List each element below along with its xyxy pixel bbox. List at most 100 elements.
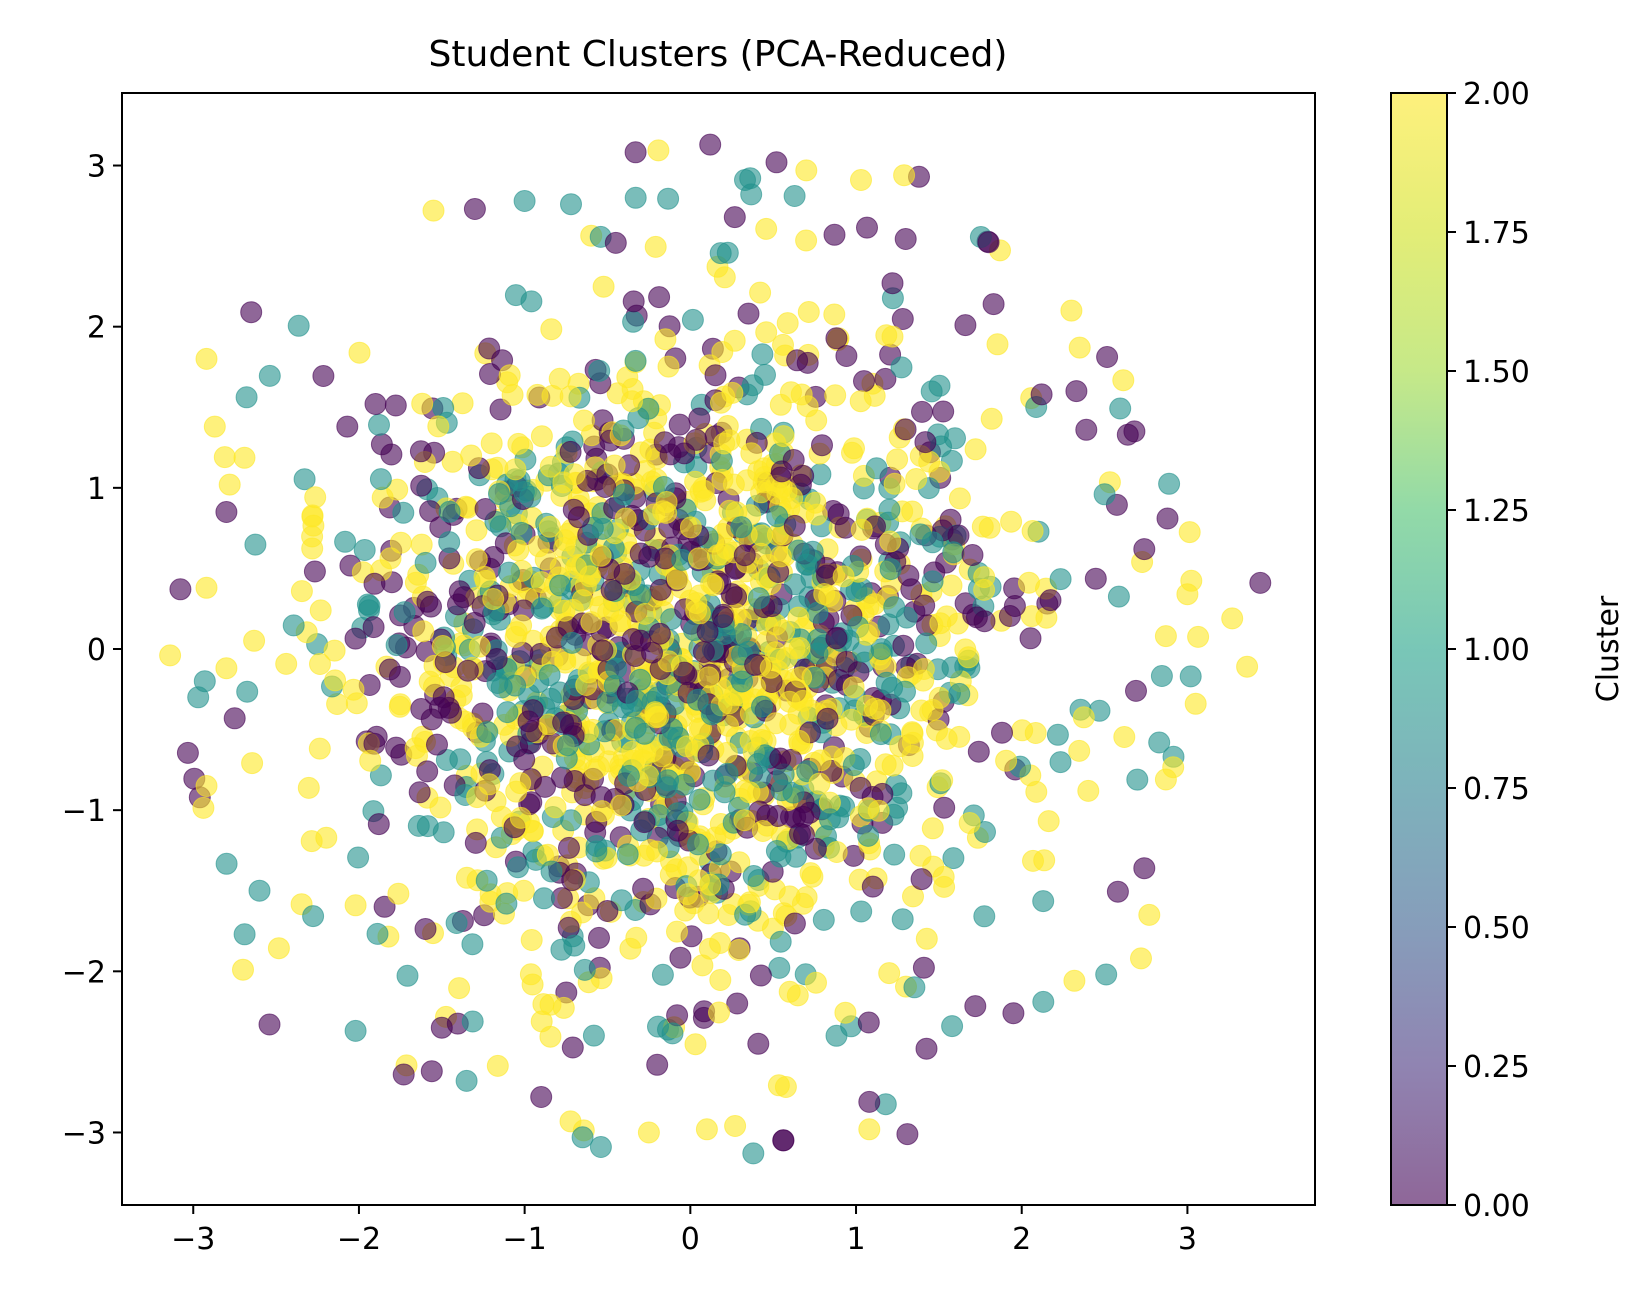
scatter-point: [825, 327, 848, 350]
scatter-point: [1221, 607, 1244, 630]
scatter-point: [883, 843, 906, 866]
scatter-point: [834, 1001, 857, 1024]
scatter-point: [958, 812, 981, 834]
scatter-point: [380, 443, 403, 466]
scatter-point: [770, 460, 793, 483]
scatter-point: [561, 869, 584, 892]
x-tick-label: −2: [337, 1222, 381, 1257]
scatter-point: [600, 579, 623, 601]
scatter-point: [534, 548, 557, 571]
scatter-point: [964, 438, 987, 461]
scatter-point: [1154, 625, 1177, 648]
scatter-point: [1060, 299, 1083, 322]
scatter-point: [591, 517, 614, 540]
scatter-point: [388, 665, 411, 688]
scatter-point: [1024, 722, 1047, 744]
scatter-point: [489, 398, 512, 421]
scatter-point: [692, 641, 715, 663]
scatter-point: [533, 887, 555, 910]
scatter-point: [460, 444, 483, 467]
scatter-point: [309, 653, 331, 675]
scatter-point: [504, 458, 527, 481]
scatter-point: [159, 644, 182, 667]
scatter-point: [1112, 369, 1135, 392]
scatter-point: [580, 611, 603, 634]
scatter-point: [765, 840, 788, 862]
scatter-point: [404, 737, 427, 760]
scatter-point: [362, 616, 385, 639]
y-tick-label: −2: [62, 955, 106, 990]
scatter-point: [918, 450, 941, 473]
scatter-point: [648, 622, 671, 645]
scatter-point: [1236, 655, 1259, 678]
scatter-point: [379, 547, 402, 570]
scatter-point: [1068, 336, 1091, 359]
scatter-point: [437, 696, 460, 719]
scatter-point: [797, 301, 820, 323]
scatter-point: [588, 359, 611, 382]
scatter-point: [1154, 768, 1177, 791]
scatter-point: [742, 1142, 765, 1165]
scatter-point: [301, 525, 324, 548]
scatter-point: [315, 826, 338, 849]
scatter-point: [964, 995, 987, 1018]
scatter-point: [385, 634, 408, 657]
scatter-point: [786, 349, 809, 372]
scatter-point: [903, 976, 926, 999]
scatter-point: [603, 454, 626, 477]
scatter-point: [673, 442, 696, 465]
scatter-point: [813, 583, 836, 605]
scatter-point: [940, 574, 963, 597]
scatter-point: [461, 933, 484, 956]
x-axis: −3 −2 −1 0 1 2 3: [171, 1205, 1197, 1257]
scatter-point: [801, 540, 824, 563]
scatter-point: [825, 1024, 848, 1047]
scatter-point: [392, 1063, 415, 1086]
scatter-point: [498, 364, 521, 387]
scatter-point: [629, 542, 652, 565]
scatter-point: [1030, 383, 1053, 406]
scatter-point: [625, 689, 648, 712]
chart-title: Student Clusters (PCA-Reduced): [429, 34, 1008, 75]
scatter-point: [1032, 990, 1055, 1013]
scatter-point: [544, 796, 567, 819]
scatter-point: [1179, 665, 1202, 688]
scatter-point: [539, 455, 562, 478]
scatter-point: [486, 1054, 509, 1077]
scatter-point: [933, 875, 956, 898]
scatter-point: [912, 956, 935, 979]
scatter-point: [1093, 483, 1116, 506]
scatter-point: [977, 231, 1000, 254]
scatter-point: [538, 515, 561, 538]
scatter-point: [915, 1037, 938, 1060]
scatter-point: [565, 556, 587, 579]
scatter-point: [465, 519, 488, 542]
scatter-point: [475, 869, 498, 892]
scatter-point: [752, 471, 775, 494]
scatter-point: [559, 440, 582, 463]
scatter-point: [1113, 726, 1136, 748]
scatter-point: [909, 523, 932, 546]
scatter-point: [267, 937, 290, 960]
colorbar-tick-label: 1.00: [1463, 633, 1530, 668]
scatter-point: [1096, 346, 1119, 368]
scatter-point: [738, 781, 761, 804]
scatter-point: [243, 629, 266, 652]
scatter-point: [464, 831, 487, 854]
scatter-point: [621, 390, 643, 413]
scatter-point: [795, 229, 818, 252]
scatter-point: [1184, 692, 1207, 715]
scatter-point: [765, 151, 788, 174]
scatter-point: [890, 356, 913, 379]
scatter-point: [911, 400, 933, 423]
scatter-point: [1018, 571, 1040, 594]
scatter-point: [624, 186, 647, 209]
scatter-point: [456, 659, 479, 682]
scatter-point: [520, 929, 543, 951]
scatter-point: [614, 507, 637, 530]
scatter-point: [747, 587, 770, 610]
y-tick-label: 3: [87, 150, 106, 185]
scatter-point: [857, 1011, 880, 1034]
scatter-point: [422, 199, 445, 222]
